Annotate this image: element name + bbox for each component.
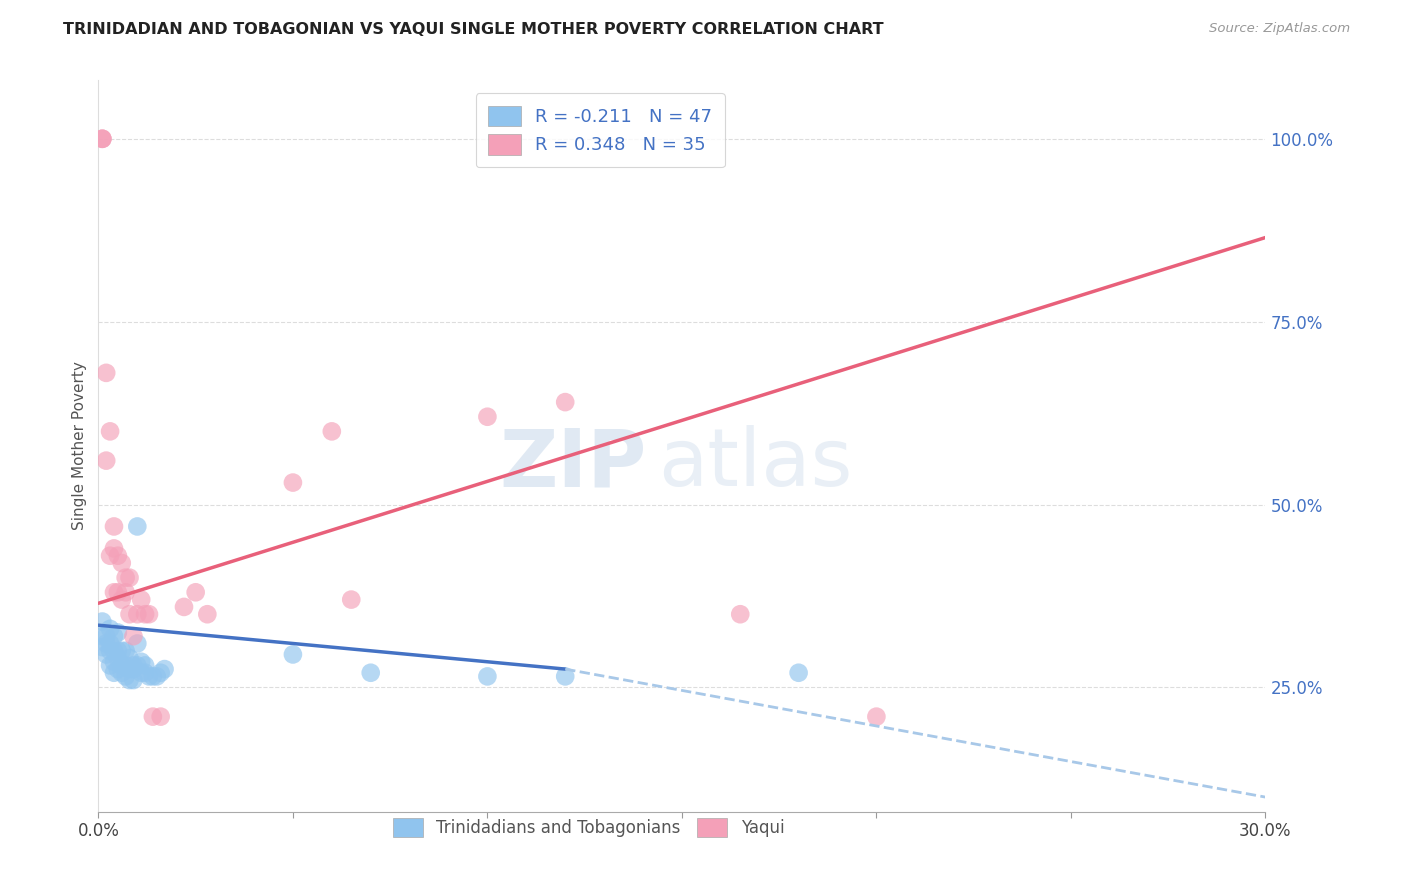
Point: [195, 607, 218, 622]
Point: [138, 669, 160, 683]
Point: [96, 636, 118, 650]
Point: [103, 629, 125, 643]
Point: [865, 709, 887, 723]
Text: TRINIDADIAN AND TOBAGONIAN VS YAQUI SINGLE MOTHER POVERTY CORRELATION CHART: TRINIDADIAN AND TOBAGONIAN VS YAQUI SING…: [63, 22, 884, 37]
Point: [107, 651, 129, 665]
Point: [340, 592, 363, 607]
Point: [554, 395, 576, 409]
Point: [111, 658, 134, 673]
Point: [103, 655, 125, 669]
Legend: Trinidadians and Tobagonians, Yaqui: Trinidadians and Tobagonians, Yaqui: [387, 811, 792, 844]
Point: [127, 658, 149, 673]
Point: [91, 629, 114, 643]
Point: [91, 132, 114, 146]
Point: [129, 592, 152, 607]
Point: [103, 519, 125, 533]
Y-axis label: Single Mother Poverty: Single Mother Poverty: [72, 361, 87, 531]
Point: [146, 669, 169, 683]
Point: [118, 673, 141, 687]
Point: [122, 662, 145, 676]
Point: [111, 556, 134, 570]
Point: [111, 592, 134, 607]
Point: [91, 132, 114, 146]
Point: [321, 425, 343, 439]
Point: [787, 665, 810, 680]
Point: [118, 571, 141, 585]
Point: [127, 519, 149, 533]
Point: [138, 607, 160, 622]
Point: [91, 640, 114, 655]
Point: [122, 673, 145, 687]
Point: [122, 629, 145, 643]
Point: [730, 607, 752, 622]
Point: [153, 662, 176, 676]
Point: [477, 409, 499, 424]
Point: [98, 658, 121, 673]
Point: [111, 665, 134, 680]
Point: [142, 669, 165, 683]
Point: [149, 709, 172, 723]
Point: [107, 625, 129, 640]
Point: [103, 541, 125, 556]
Point: [477, 669, 499, 683]
Point: [127, 607, 149, 622]
Point: [91, 615, 114, 629]
Point: [96, 629, 118, 643]
Point: [281, 475, 304, 490]
Point: [98, 644, 121, 658]
Point: [114, 669, 136, 683]
Point: [103, 665, 125, 680]
Text: Source: ZipAtlas.com: Source: ZipAtlas.com: [1209, 22, 1350, 36]
Point: [142, 709, 165, 723]
Point: [107, 662, 129, 676]
Point: [173, 599, 195, 614]
Point: [122, 658, 145, 673]
Point: [281, 648, 304, 662]
Point: [96, 648, 118, 662]
Point: [184, 585, 207, 599]
Point: [114, 571, 136, 585]
Point: [91, 132, 114, 146]
Point: [96, 453, 118, 467]
Point: [134, 665, 156, 680]
Point: [98, 636, 121, 650]
Point: [103, 585, 125, 599]
Point: [114, 585, 136, 599]
Point: [129, 655, 152, 669]
Point: [98, 549, 121, 563]
Point: [107, 549, 129, 563]
Point: [134, 607, 156, 622]
Point: [114, 644, 136, 658]
Point: [554, 669, 576, 683]
Point: [103, 644, 125, 658]
Text: ZIP: ZIP: [499, 425, 647, 503]
Text: atlas: atlas: [658, 425, 853, 503]
Point: [118, 651, 141, 665]
Point: [107, 644, 129, 658]
Point: [149, 665, 172, 680]
Point: [118, 607, 141, 622]
Point: [134, 658, 156, 673]
Point: [107, 585, 129, 599]
Point: [98, 622, 121, 636]
Point: [114, 658, 136, 673]
Point: [98, 425, 121, 439]
Point: [129, 665, 152, 680]
Point: [360, 665, 382, 680]
Point: [96, 366, 118, 380]
Point: [127, 636, 149, 650]
Point: [118, 662, 141, 676]
Point: [111, 644, 134, 658]
